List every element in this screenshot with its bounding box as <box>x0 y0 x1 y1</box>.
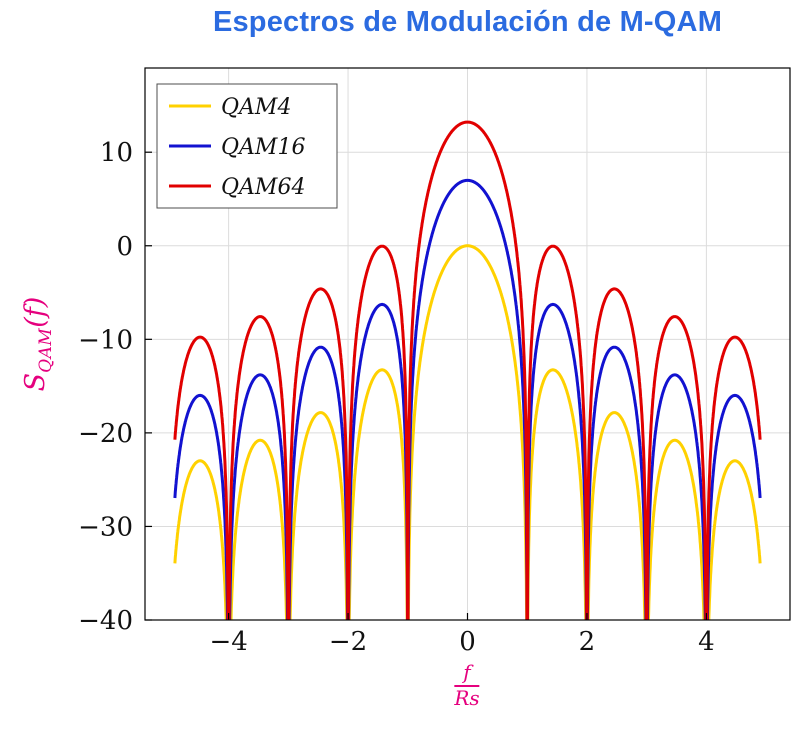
x-axis-label: f Rs <box>454 662 480 710</box>
y-axis-label-subscript: QAM <box>36 327 56 373</box>
x-tick-label: −4 <box>209 627 247 657</box>
y-tick-label: −40 <box>78 606 133 636</box>
y-tick-label: −20 <box>78 419 133 449</box>
x-axis-label-numerator: f <box>454 662 480 687</box>
y-axis-label: SQAM(f) <box>20 297 56 392</box>
y-tick-label: 0 <box>116 232 133 262</box>
x-axis-label-denominator: Rs <box>454 686 480 710</box>
x-tick-label: −2 <box>329 627 367 657</box>
curve-qam64 <box>173 120 762 620</box>
y-tick-label: 10 <box>100 138 133 168</box>
y-tick-label: −10 <box>78 325 133 355</box>
legend-label-qam16: QAM16 <box>221 135 305 160</box>
chart-title: Espectros de Modulación de M-QAM <box>212 6 723 38</box>
curve-qam4 <box>173 244 762 620</box>
x-tick-label: 4 <box>698 627 715 657</box>
y-axis-label-main: S <box>20 372 51 392</box>
y-axis-label-tail: (f) <box>20 296 51 328</box>
x-tick-label: 0 <box>459 627 476 657</box>
x-tick-label: 2 <box>579 627 596 657</box>
curve-qam16 <box>173 178 762 620</box>
legend-label-qam4: QAM4 <box>221 95 291 120</box>
y-tick-label: −30 <box>78 512 133 542</box>
legend-label-qam64: QAM64 <box>221 175 305 200</box>
